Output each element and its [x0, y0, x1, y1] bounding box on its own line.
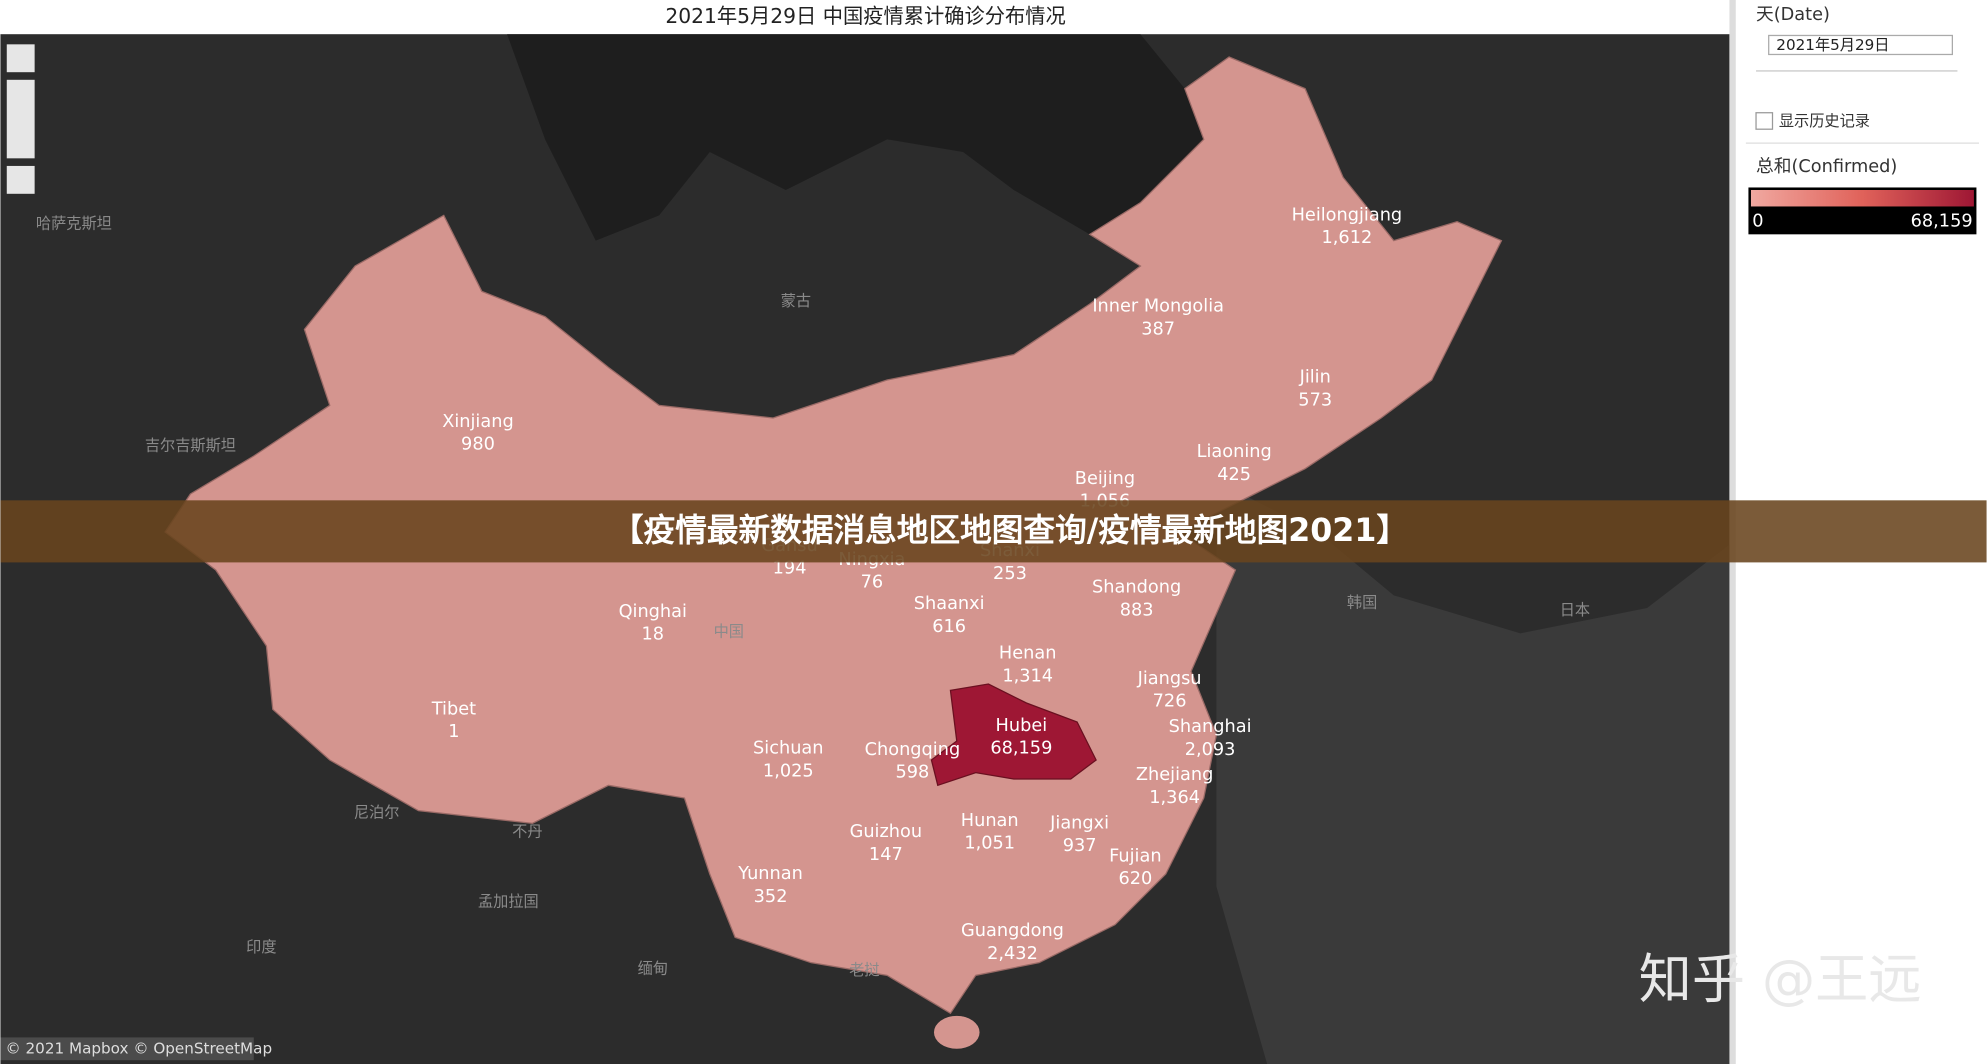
country-label: 韩国 [1347, 593, 1377, 611]
legend-gradient [1750, 190, 1974, 207]
province-name: Guizhou [850, 822, 922, 842]
country-label: 吉尔吉斯斯坦 [145, 436, 236, 454]
province-name: Hunan [961, 811, 1019, 831]
province-value: 937 [1063, 836, 1097, 856]
province-value: 425 [1217, 465, 1251, 485]
province-value: 598 [896, 763, 930, 783]
province-value: 980 [461, 435, 495, 455]
country-label: 印度 [246, 938, 276, 956]
country-label: 缅甸 [638, 960, 668, 978]
province-name: Yunnan [737, 864, 803, 884]
sea [1216, 481, 1730, 1064]
province-name: Tibet [431, 699, 476, 719]
province-name: Shanghai [1169, 717, 1252, 737]
province-value: 2,093 [1185, 740, 1236, 760]
country-label: 孟加拉国 [478, 892, 539, 910]
province-name: Henan [999, 644, 1057, 664]
country-label: 蒙古 [781, 292, 811, 310]
province-name: Jilin [1299, 367, 1331, 387]
expand-button[interactable] [6, 165, 35, 194]
province-value: 387 [1141, 319, 1175, 339]
province-value: 726 [1153, 692, 1187, 712]
province-value: 573 [1298, 390, 1332, 410]
province-value: 194 [773, 559, 807, 579]
province-value: 1,051 [964, 834, 1015, 854]
province-name: Zhejiang [1136, 765, 1213, 785]
mongolia-region [0, 34, 1204, 241]
province-value: 253 [993, 564, 1027, 584]
country-label: 中国 [714, 623, 744, 641]
country-label: 老挝 [849, 961, 879, 979]
zoom-buttons[interactable] [6, 79, 35, 159]
province-value: 620 [1118, 869, 1152, 889]
attribution-box [0, 1037, 254, 1061]
province-name: Chongqing [865, 740, 961, 760]
map-toolbar [6, 44, 35, 194]
attribution: © 2021 Mapbox © OpenStreetMap [6, 1039, 273, 1057]
country-label: 不丹 [512, 823, 542, 841]
search-button[interactable] [6, 44, 35, 73]
legend-min: 0 [1752, 212, 1763, 232]
watermark: 知乎 @王远 [1639, 949, 1922, 1011]
province-value: 18 [641, 625, 664, 645]
province-name: Qinghai [619, 602, 687, 622]
province-name: Hubei [996, 716, 1048, 736]
country-label: 日本 [1560, 601, 1590, 619]
history-checkbox[interactable] [1755, 112, 1774, 130]
province-value: 1,314 [1002, 666, 1053, 686]
province-value: 147 [869, 845, 903, 865]
province-name: Fujian [1109, 846, 1161, 866]
province-value: 352 [754, 887, 788, 907]
country-label: 哈萨克斯坦 [36, 215, 112, 233]
province-value: 1 [448, 722, 459, 742]
province-name: Liaoning [1197, 442, 1272, 462]
date-label: 天(Date) [1756, 5, 1830, 25]
province-name: Beijing [1075, 469, 1135, 489]
legend-max: 68,159 [1911, 212, 1973, 232]
province-value: 1,025 [763, 761, 814, 781]
banner [0, 500, 1987, 563]
history-label: 显示历史记录 [1779, 112, 1870, 130]
province-value: 76 [861, 573, 884, 593]
province-name: Sichuan [753, 739, 823, 759]
province-name: Jiangsu [1137, 669, 1202, 689]
province-value: 616 [932, 617, 966, 637]
province-name: Jiangxi [1049, 813, 1109, 833]
hubei-region [930, 683, 1097, 787]
country-label: 尼泊尔 [354, 804, 400, 822]
province-name: Shandong [1092, 578, 1181, 598]
province-value: 68,159 [990, 739, 1052, 759]
province-name: Xinjiang [442, 412, 513, 432]
date-dropdown[interactable] [1768, 34, 1953, 56]
province-value: 1,612 [1322, 228, 1373, 248]
province-name: Heilongjiang [1292, 205, 1403, 225]
province-value: 1,364 [1149, 788, 1200, 808]
province-name: Shaanxi [914, 594, 985, 614]
legend-title: 总和(Confirmed) [1756, 156, 1897, 177]
banner-text: 【疫情最新数据消息地区地图查询/疫情最新地图2021】 [612, 512, 1408, 549]
province-name: Inner Mongolia [1092, 297, 1224, 317]
province-value: 883 [1120, 601, 1154, 621]
title: 2021年5月29日 中国疫情累计确诊分布情况 [665, 4, 1065, 28]
date-value: 2021年5月29日 [1776, 36, 1889, 54]
province-value: 2,432 [987, 944, 1038, 964]
province-name: Guangdong [961, 921, 1064, 941]
hainan [933, 1015, 980, 1049]
